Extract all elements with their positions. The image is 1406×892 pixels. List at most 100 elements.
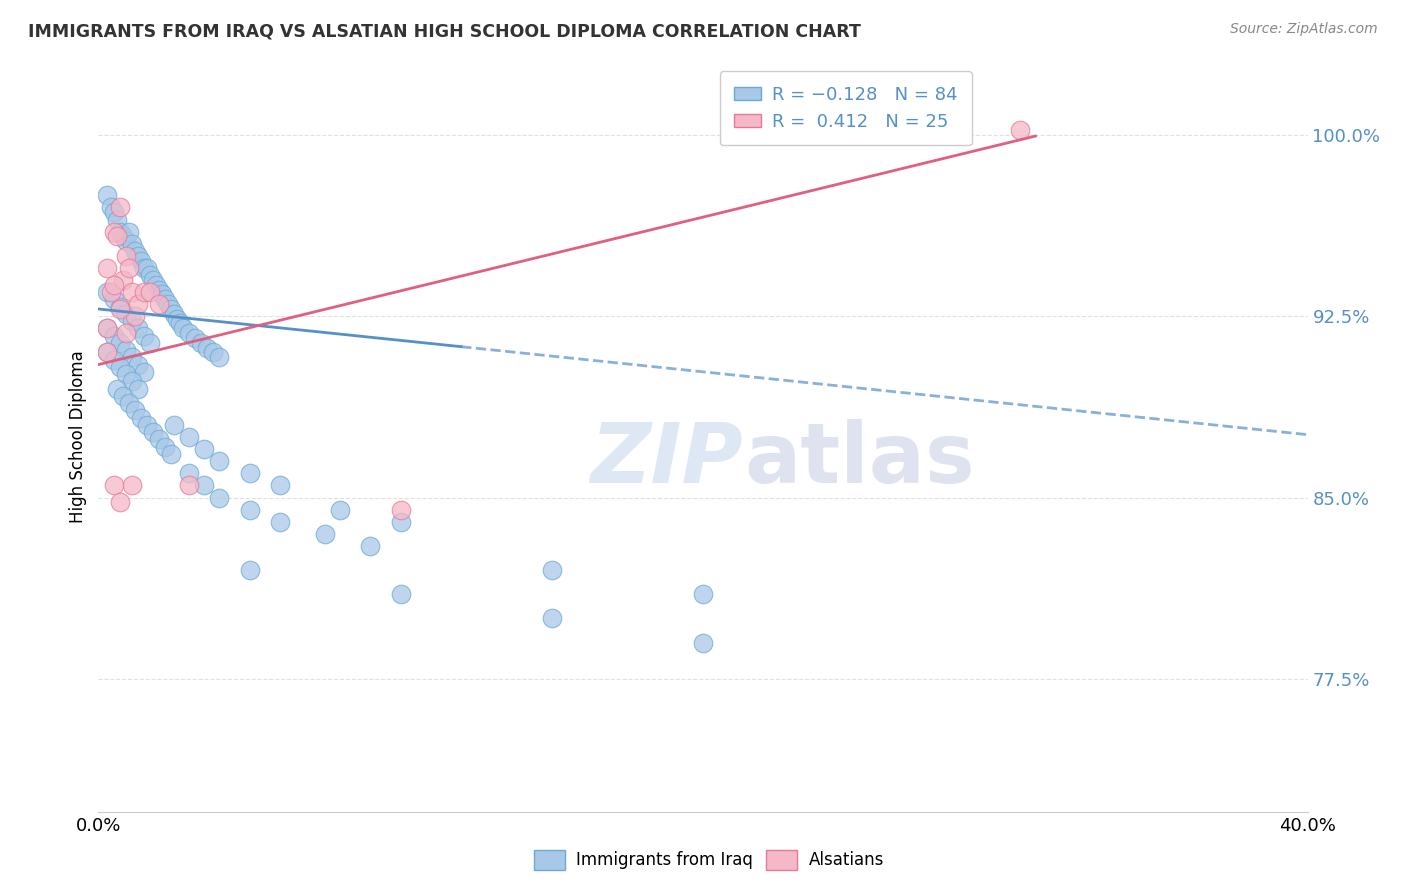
- Point: [103, 293, 125, 307]
- Point: [100, 285, 122, 299]
- Point: [129, 410, 152, 425]
- Point: [389, 502, 412, 516]
- Point: [103, 205, 125, 219]
- Point: [108, 201, 131, 215]
- Point: [269, 515, 291, 529]
- Point: [114, 307, 136, 321]
- Point: [139, 335, 162, 350]
- Point: [692, 635, 714, 649]
- Point: [129, 253, 152, 268]
- Text: atlas: atlas: [745, 419, 976, 500]
- Point: [103, 352, 125, 367]
- Point: [121, 285, 143, 299]
- Point: [153, 293, 176, 307]
- Point: [132, 365, 155, 379]
- Point: [139, 285, 162, 299]
- Point: [148, 297, 170, 311]
- Point: [118, 260, 141, 275]
- Point: [124, 244, 146, 258]
- Point: [108, 225, 131, 239]
- Point: [239, 563, 262, 577]
- Point: [105, 212, 128, 227]
- Point: [103, 478, 125, 492]
- Point: [114, 343, 136, 357]
- Point: [193, 442, 215, 457]
- Point: [96, 345, 118, 359]
- Point: [148, 433, 170, 447]
- Point: [96, 345, 118, 359]
- Point: [172, 321, 194, 335]
- Point: [169, 317, 191, 331]
- Point: [121, 375, 143, 389]
- Point: [360, 539, 382, 553]
- Point: [184, 331, 207, 345]
- Point: [111, 273, 134, 287]
- Point: [114, 235, 136, 249]
- Y-axis label: High School Diploma: High School Diploma: [69, 351, 87, 524]
- Text: IMMIGRANTS FROM IRAQ VS ALSATIAN HIGH SCHOOL DIPLOMA CORRELATION CHART: IMMIGRANTS FROM IRAQ VS ALSATIAN HIGH SC…: [28, 22, 860, 40]
- Point: [103, 328, 125, 343]
- Point: [314, 526, 336, 541]
- Legend: R = −0.128   N = 84, R =  0.412   N = 25: R = −0.128 N = 84, R = 0.412 N = 25: [720, 71, 972, 145]
- Point: [179, 430, 201, 444]
- Point: [160, 447, 183, 461]
- Point: [540, 611, 562, 625]
- Text: Source: ZipAtlas.com: Source: ZipAtlas.com: [1230, 22, 1378, 37]
- Point: [114, 326, 136, 340]
- Point: [163, 417, 186, 432]
- Point: [103, 225, 125, 239]
- Point: [96, 188, 118, 202]
- Point: [389, 515, 412, 529]
- Point: [127, 297, 149, 311]
- Point: [208, 491, 231, 505]
- Point: [540, 563, 562, 577]
- Point: [142, 273, 165, 287]
- Point: [179, 478, 201, 492]
- Point: [108, 359, 131, 374]
- Point: [96, 260, 118, 275]
- Point: [124, 310, 146, 324]
- Point: [135, 260, 157, 275]
- Point: [127, 382, 149, 396]
- Point: [103, 277, 125, 292]
- Point: [389, 587, 412, 601]
- Point: [142, 425, 165, 440]
- Point: [127, 358, 149, 372]
- Point: [132, 328, 155, 343]
- Point: [239, 467, 262, 481]
- Point: [135, 417, 157, 432]
- Point: [121, 478, 143, 492]
- Point: [111, 229, 134, 244]
- Point: [96, 285, 118, 299]
- Point: [163, 307, 186, 321]
- Point: [156, 297, 179, 311]
- Point: [195, 341, 218, 355]
- Text: Alsatians: Alsatians: [808, 851, 884, 869]
- Point: [132, 260, 155, 275]
- Point: [166, 311, 188, 326]
- Point: [153, 440, 176, 454]
- Point: [114, 249, 136, 263]
- Point: [121, 314, 143, 328]
- Point: [124, 403, 146, 417]
- Point: [118, 396, 141, 410]
- Point: [96, 321, 118, 335]
- Point: [179, 326, 201, 340]
- Point: [148, 283, 170, 297]
- Point: [118, 225, 141, 239]
- Point: [121, 236, 143, 251]
- Point: [132, 285, 155, 299]
- Point: [193, 478, 215, 492]
- Point: [127, 249, 149, 263]
- Point: [1010, 123, 1032, 137]
- Point: [108, 301, 131, 316]
- Point: [190, 335, 212, 350]
- Point: [105, 382, 128, 396]
- Point: [202, 345, 225, 359]
- Point: [329, 502, 352, 516]
- Point: [108, 335, 131, 350]
- Point: [160, 301, 183, 316]
- Point: [100, 201, 122, 215]
- Point: [145, 277, 167, 292]
- Text: ZIP: ZIP: [591, 419, 742, 500]
